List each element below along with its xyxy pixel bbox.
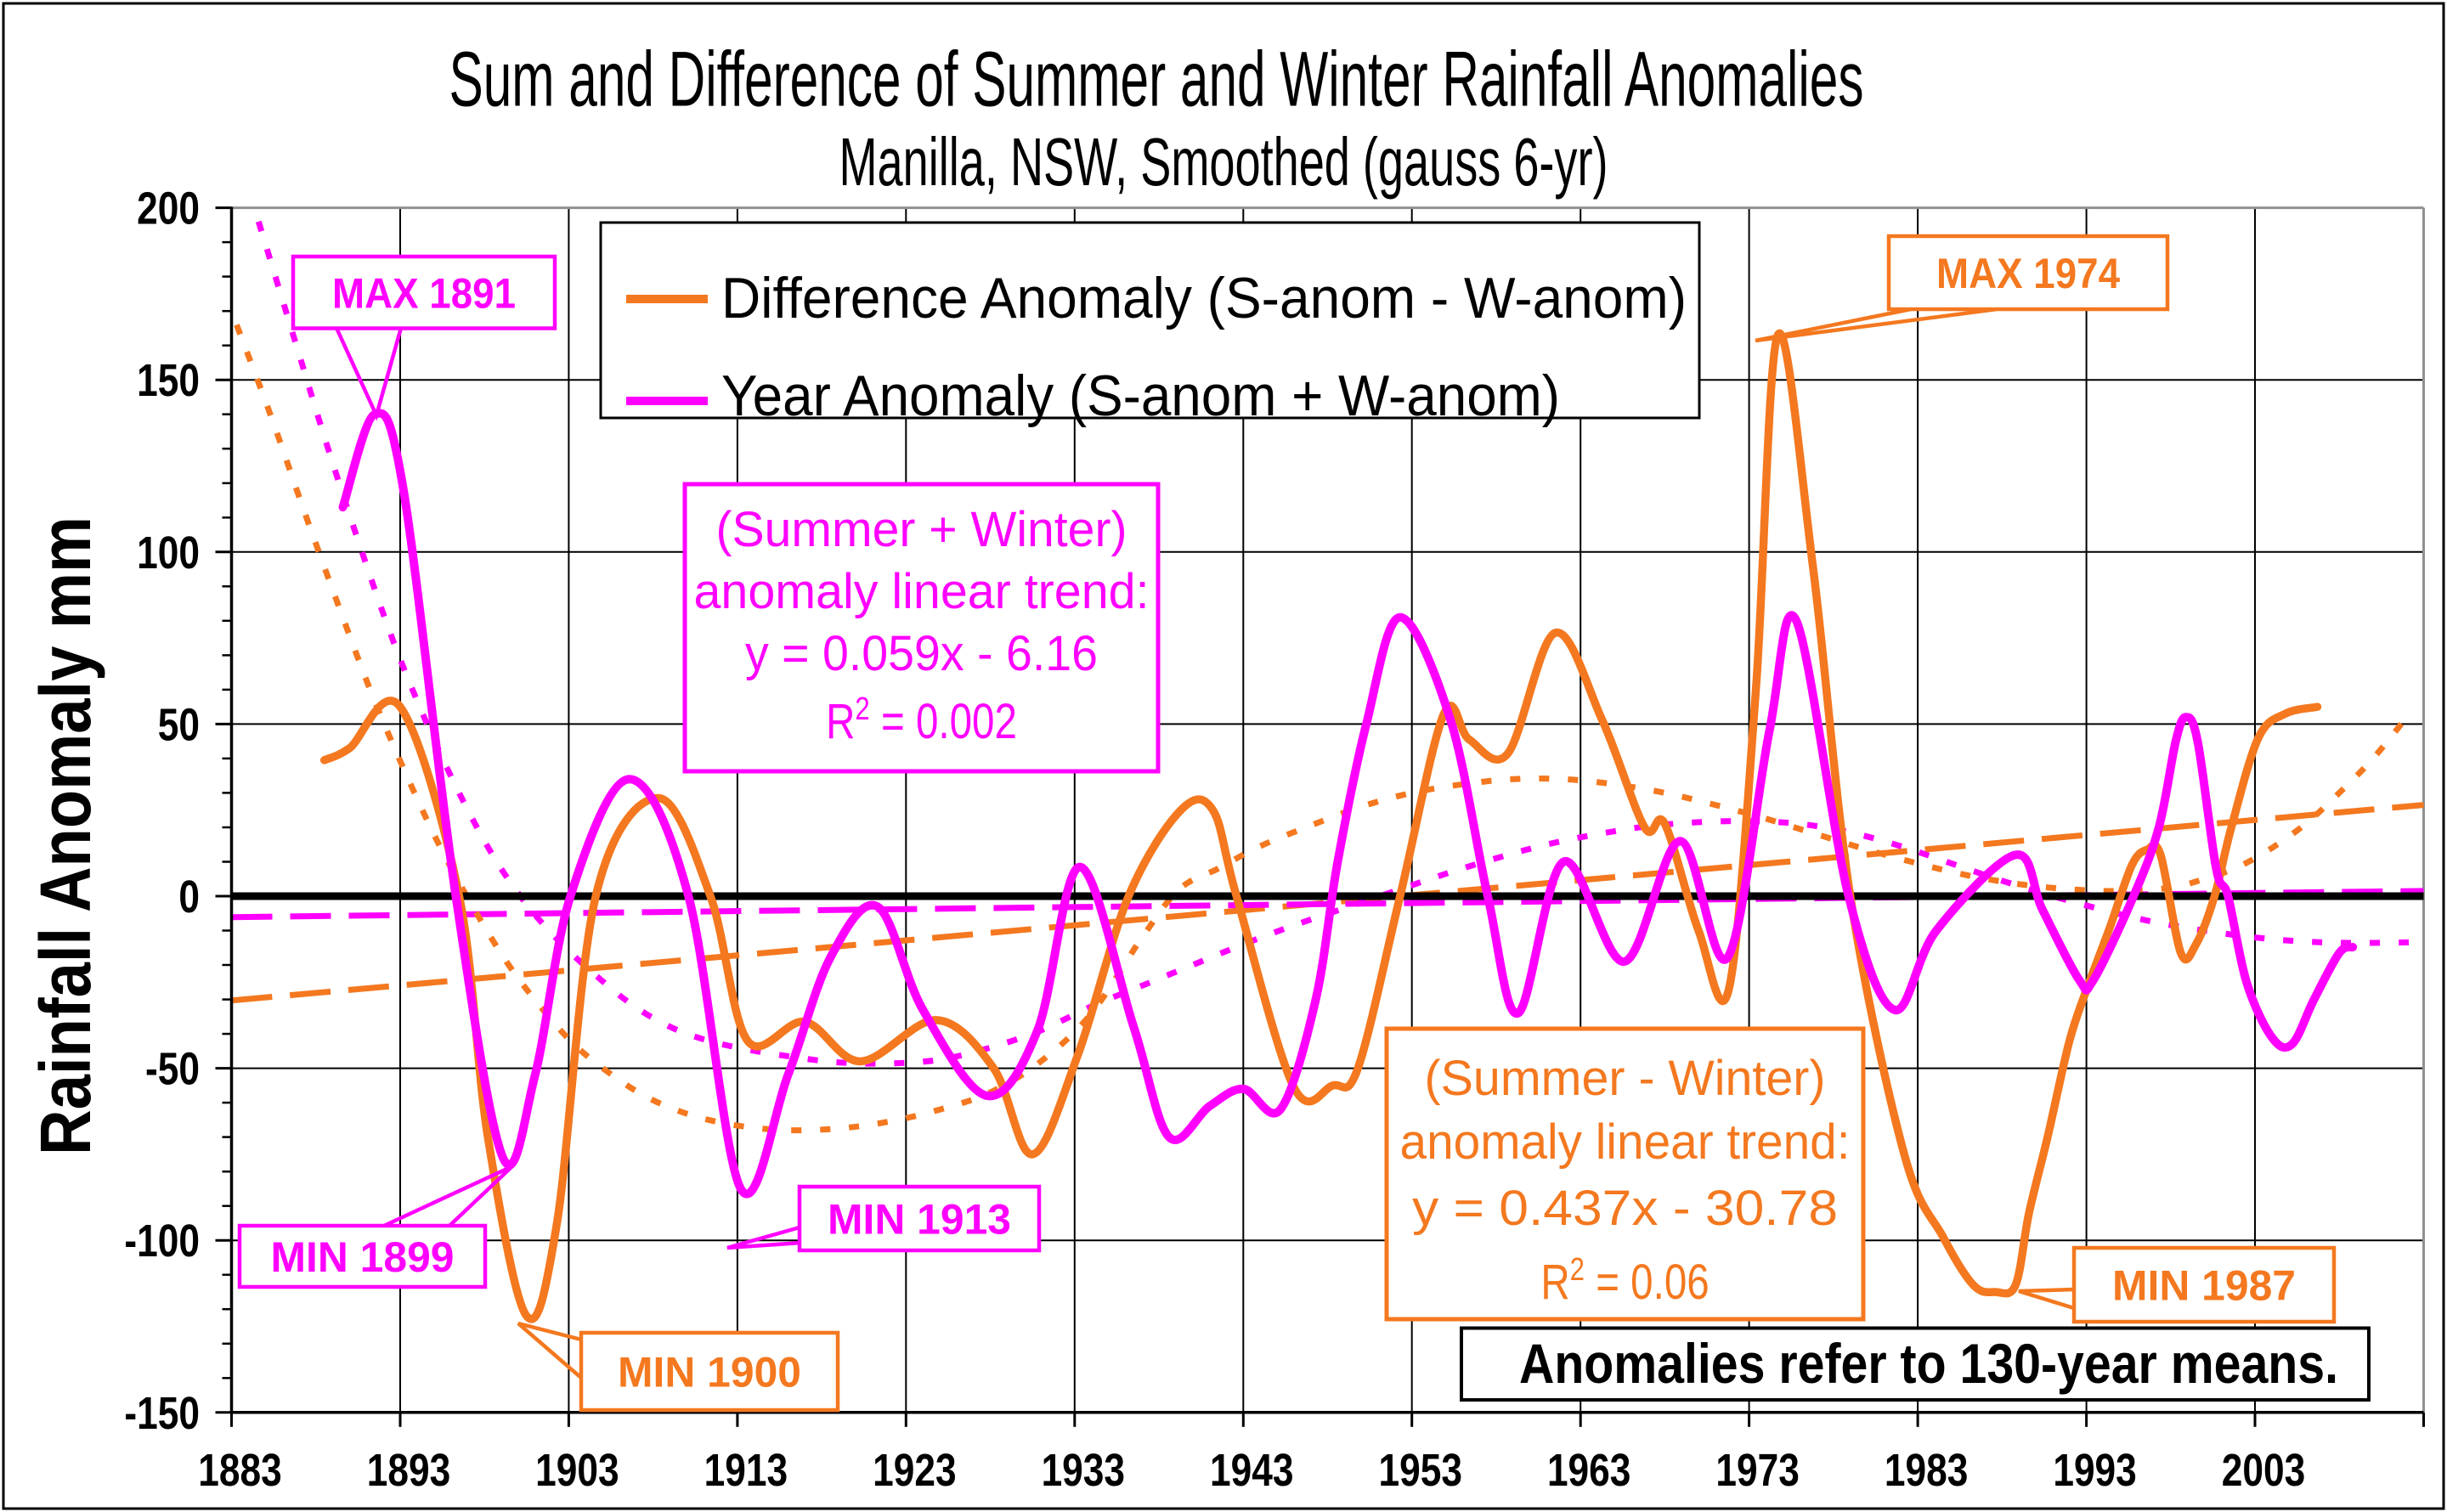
svg-text:Rainfall Anomaly mm: Rainfall Anomaly mm — [26, 516, 106, 1155]
svg-text:1993: 1993 — [2053, 1445, 2136, 1496]
svg-text:1973: 1973 — [1715, 1445, 1799, 1496]
svg-text:1983: 1983 — [1885, 1445, 1968, 1496]
svg-text:(Summer - Winter): (Summer - Winter) — [1425, 1052, 1826, 1107]
svg-text:y = 0.437x - 30.78: y = 0.437x - 30.78 — [1412, 1182, 1838, 1237]
svg-text:2003: 2003 — [2222, 1445, 2305, 1496]
svg-text:Manilla, NSW, Smoothed (gauss: Manilla, NSW, Smoothed (gauss 6-yr) — [839, 124, 1608, 200]
svg-text:MAX 1974: MAX 1974 — [1936, 250, 2121, 297]
svg-text:MIN 1987: MIN 1987 — [2112, 1262, 2296, 1310]
svg-text:MIN 1899: MIN 1899 — [271, 1233, 455, 1281]
svg-text:-150: -150 — [124, 1388, 200, 1439]
svg-text:Year Anomaly (S-anom + W-anom): Year Anomaly (S-anom + W-anom) — [721, 364, 1560, 428]
svg-text:R2 = 0.06: R2 = 0.06 — [1540, 1252, 1709, 1310]
svg-text:100: 100 — [137, 528, 200, 578]
svg-text:anomaly linear trend:: anomaly linear trend: — [693, 565, 1149, 620]
svg-text:MIN 1913: MIN 1913 — [828, 1196, 1011, 1244]
svg-text:R2 = 0.002: R2 = 0.002 — [826, 691, 1017, 749]
svg-text:anomaly linear trend:: anomaly linear trend: — [1400, 1115, 1851, 1171]
svg-text:1943: 1943 — [1210, 1445, 1293, 1496]
svg-text:1903: 1903 — [535, 1445, 619, 1496]
svg-text:Anomalies refer to 130-year me: Anomalies refer to 130-year means. — [1519, 1332, 2338, 1395]
svg-text:1913: 1913 — [704, 1445, 788, 1496]
svg-text:0: 0 — [178, 872, 200, 922]
svg-text:50: 50 — [158, 699, 200, 750]
svg-text:1953: 1953 — [1378, 1445, 1461, 1496]
svg-text:200: 200 — [137, 183, 200, 234]
svg-text:150: 150 — [137, 355, 200, 406]
svg-text:Sum and Difference of Summer a: Sum and Difference of Summer and Winter … — [449, 35, 1863, 122]
svg-text:MIN 1900: MIN 1900 — [618, 1349, 801, 1396]
svg-text:Difference Anomaly (S-anom - W: Difference Anomaly (S-anom - W-anom) — [721, 267, 1687, 330]
svg-text:y = 0.059x - 6.16: y = 0.059x - 6.16 — [745, 627, 1098, 682]
svg-text:1883: 1883 — [198, 1445, 281, 1496]
svg-text:-50: -50 — [145, 1043, 200, 1094]
svg-text:(Summer + Winter): (Summer + Winter) — [716, 503, 1127, 558]
svg-text:1933: 1933 — [1042, 1445, 1125, 1496]
svg-text:1893: 1893 — [367, 1445, 450, 1496]
svg-text:1963: 1963 — [1547, 1445, 1630, 1496]
svg-text:MAX 1891: MAX 1891 — [332, 269, 516, 317]
svg-text:-100: -100 — [124, 1216, 200, 1267]
svg-text:1923: 1923 — [873, 1445, 956, 1496]
